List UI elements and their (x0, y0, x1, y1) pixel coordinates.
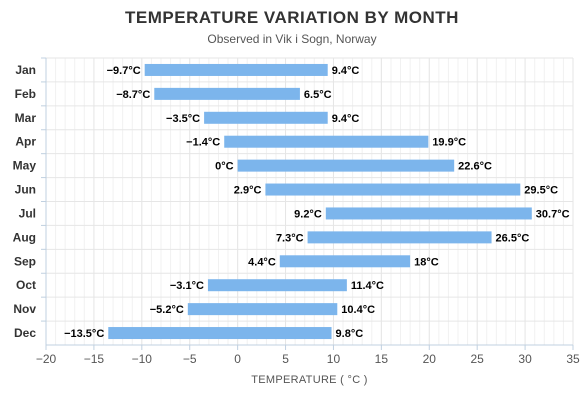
low-data-label: −8.7°C (116, 89, 150, 101)
low-data-label: 9.2°C (294, 208, 322, 220)
high-data-label: 30.7°C (536, 208, 570, 220)
high-data-label: 9.8°C (336, 328, 364, 340)
category-label: Sep (14, 254, 36, 268)
x-axis-title: TEMPERATURE ( °C ) (251, 374, 368, 386)
range-bar[interactable] (307, 231, 492, 244)
chart-subtitle: Observed in Vik i Sogn, Norway (207, 32, 377, 46)
category-label: Apr (15, 135, 36, 149)
high-data-label: 29.5°C (524, 185, 558, 197)
range-bar[interactable] (265, 183, 521, 196)
high-data-label: 19.9°C (432, 137, 466, 149)
low-data-label: −3.5°C (166, 113, 200, 125)
x-tick-label: 15 (375, 352, 389, 366)
range-bar[interactable] (325, 207, 532, 220)
range-bar[interactable] (279, 255, 411, 268)
category-label: Jul (19, 206, 36, 220)
category-label: Mar (15, 111, 37, 125)
range-bar[interactable] (144, 63, 328, 76)
range-bar[interactable] (154, 87, 300, 100)
category-label: Dec (14, 326, 36, 340)
low-data-label: 2.9°C (234, 185, 262, 197)
low-data-label: −13.5°C (64, 328, 104, 340)
category-label: Feb (15, 87, 36, 101)
category-label: Oct (16, 278, 36, 292)
range-bar[interactable] (207, 279, 347, 292)
range-bar[interactable] (108, 327, 332, 340)
low-data-label: 7.3°C (276, 232, 304, 244)
x-tick-label: 20 (423, 352, 437, 366)
x-tick-label: −10 (132, 352, 153, 366)
range-bar[interactable] (237, 159, 455, 172)
low-data-label: −1.4°C (186, 137, 220, 149)
high-data-label: 18°C (414, 256, 439, 268)
category-label: Aug (13, 230, 36, 244)
high-data-label: 26.5°C (496, 232, 530, 244)
range-bar[interactable] (224, 135, 429, 148)
high-data-label: 22.6°C (458, 161, 492, 173)
x-tick-label: 0 (234, 352, 241, 366)
x-tick-label: 35 (566, 352, 580, 366)
x-tick-label: 30 (518, 352, 532, 366)
category-label: May (13, 159, 37, 173)
x-tick-label: 5 (282, 352, 289, 366)
high-data-label: 6.5°C (304, 89, 332, 101)
x-tick-label: −5 (183, 352, 197, 366)
high-data-label: 9.4°C (332, 65, 360, 77)
x-tick-label: 10 (327, 352, 341, 366)
x-tick-label: 25 (471, 352, 485, 366)
range-bar[interactable] (204, 111, 328, 124)
category-label: Nov (13, 302, 36, 316)
low-data-label: −9.7°C (107, 65, 141, 77)
high-data-label: 9.4°C (332, 113, 360, 125)
x-tick-label: −15 (84, 352, 105, 366)
high-data-label: 11.4°C (351, 280, 384, 292)
range-bar[interactable] (187, 303, 338, 316)
low-data-label: −5.2°C (150, 304, 184, 316)
x-tick-label: −20 (36, 352, 57, 366)
category-label: Jun (15, 183, 36, 197)
chart-title: TEMPERATURE VARIATION BY MONTH (125, 8, 459, 27)
category-label: Jan (15, 63, 36, 77)
low-data-label: −3.1°C (170, 280, 204, 292)
high-data-label: 10.4°C (341, 304, 375, 316)
low-data-label: 4.4°C (248, 256, 276, 268)
low-data-label: 0°C (215, 161, 234, 173)
